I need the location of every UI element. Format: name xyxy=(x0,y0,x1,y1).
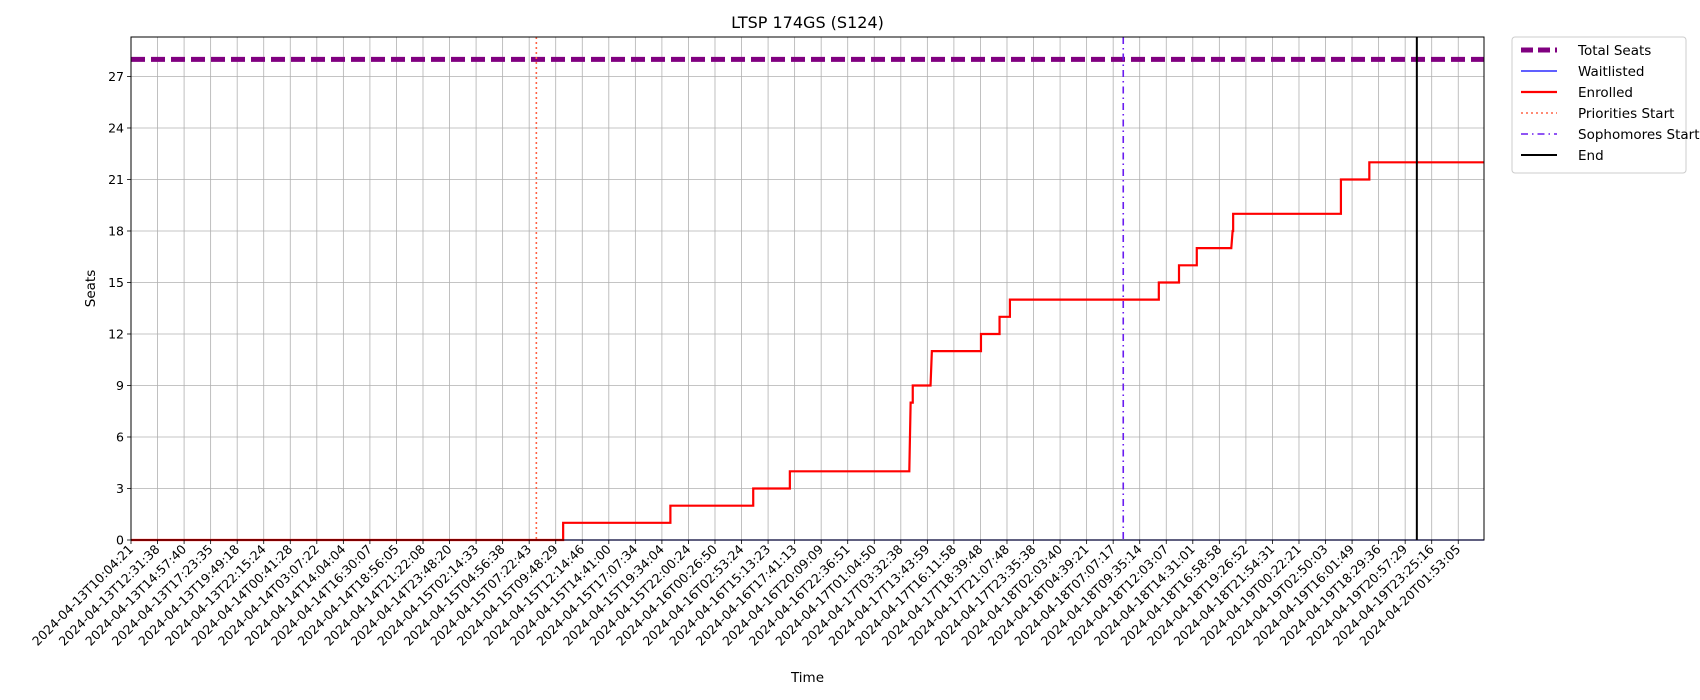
y-tick-label: 15 xyxy=(108,275,124,290)
plot-area-frame xyxy=(130,36,1485,541)
y-tick-label: 24 xyxy=(108,120,124,135)
y-tick-label: 27 xyxy=(108,69,124,84)
legend-label: Enrolled xyxy=(1578,85,1633,101)
x-axis-title: Time xyxy=(790,670,824,686)
y-axis-title: Seats xyxy=(83,270,99,307)
y-tick-label: 3 xyxy=(116,481,124,496)
series-layer xyxy=(131,56,1484,542)
vertical-markers xyxy=(535,37,1418,540)
y-axis-ticks: 0 3 6 9 12 15 18 21 24 27 xyxy=(108,69,131,548)
series-enrolled xyxy=(131,161,1484,542)
legend-label: End xyxy=(1578,148,1604,164)
legend-label: Waitlisted xyxy=(1578,64,1645,80)
y-tick-label: 21 xyxy=(108,172,124,187)
y-tick-label: 0 xyxy=(116,533,124,548)
chart-title: LTSP 174GS (S124) xyxy=(731,13,884,32)
x-axis-ticks: 2024-04-13T10:04:212024-04-13T12:31:3820… xyxy=(29,540,1463,649)
y-tick-label: 9 xyxy=(116,378,124,393)
y-tick-label: 6 xyxy=(116,429,124,444)
legend-label: Total Seats xyxy=(1577,43,1651,59)
legend: Total Seats Waitlisted Enrolled Priorities … xyxy=(1511,36,1700,174)
grid-lines xyxy=(130,37,1484,541)
y-tick-label: 18 xyxy=(108,223,124,238)
y-tick-label: 12 xyxy=(108,326,124,341)
legend-label: Priorities Start xyxy=(1578,106,1674,122)
legend-label: Sophomores Start xyxy=(1578,127,1700,143)
